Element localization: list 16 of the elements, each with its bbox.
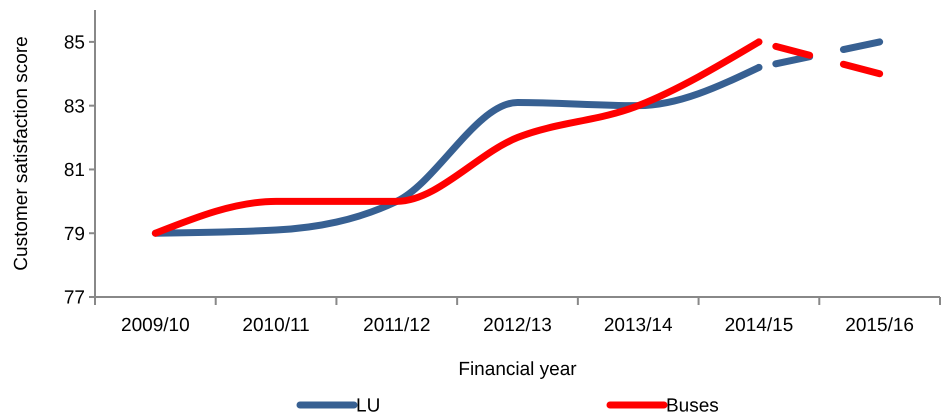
x-tick-label: 2009/10 bbox=[121, 315, 190, 336]
x-axis-title: Financial year bbox=[458, 359, 578, 380]
y-tick-label: 81 bbox=[64, 160, 85, 182]
x-tick-label: 2014/15 bbox=[724, 315, 794, 336]
x-tick-label: 2015/16 bbox=[845, 315, 914, 336]
x-tick-label: 2013/14 bbox=[604, 315, 673, 336]
x-tick-label: 2012/13 bbox=[483, 315, 552, 336]
legend-label: Buses bbox=[666, 396, 719, 417]
y-tick-label: 79 bbox=[64, 224, 85, 245]
x-tick-label: 2011/12 bbox=[363, 315, 430, 336]
legend-label: LU bbox=[356, 396, 380, 417]
x-tick-label: 2010/11 bbox=[242, 315, 310, 336]
y-tick-label: 85 bbox=[64, 32, 85, 54]
y-tick-label: 77 bbox=[64, 288, 85, 309]
y-tick-label: 83 bbox=[64, 96, 85, 118]
y-axis-title: Customer satisfaction score bbox=[11, 36, 32, 271]
